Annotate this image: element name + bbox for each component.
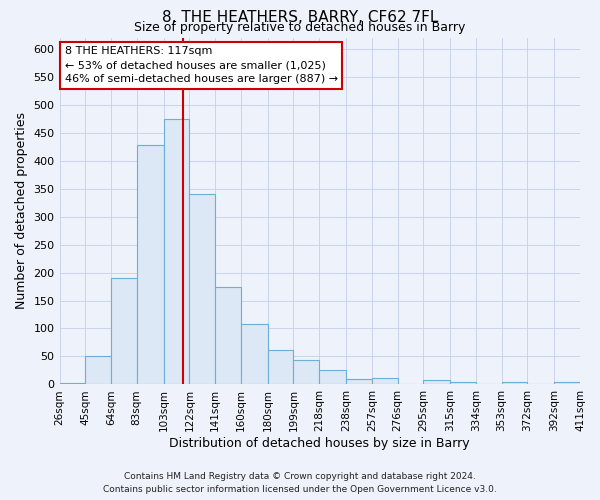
Text: Size of property relative to detached houses in Barry: Size of property relative to detached ho… bbox=[134, 21, 466, 34]
Bar bbox=[59, 383, 85, 384]
Bar bbox=[319, 370, 346, 384]
Text: 8 THE HEATHERS: 117sqm
← 53% of detached houses are smaller (1,025)
46% of semi-: 8 THE HEATHERS: 117sqm ← 53% of detached… bbox=[65, 46, 338, 84]
Y-axis label: Number of detached properties: Number of detached properties bbox=[15, 112, 28, 310]
X-axis label: Distribution of detached houses by size in Barry: Distribution of detached houses by size … bbox=[169, 437, 470, 450]
Text: Contains HM Land Registry data © Crown copyright and database right 2024.
Contai: Contains HM Land Registry data © Crown c… bbox=[103, 472, 497, 494]
Bar bbox=[450, 382, 476, 384]
Bar bbox=[268, 350, 293, 384]
Bar bbox=[293, 360, 319, 384]
Bar bbox=[423, 380, 450, 384]
Bar bbox=[85, 356, 111, 384]
Bar bbox=[137, 145, 164, 384]
Bar bbox=[346, 379, 372, 384]
Bar bbox=[502, 382, 527, 384]
Bar bbox=[554, 382, 580, 384]
Bar bbox=[190, 194, 215, 384]
Bar bbox=[164, 118, 190, 384]
Bar bbox=[111, 278, 137, 384]
Bar bbox=[241, 324, 268, 384]
Text: 8, THE HEATHERS, BARRY, CF62 7FL: 8, THE HEATHERS, BARRY, CF62 7FL bbox=[162, 10, 438, 25]
Bar bbox=[215, 286, 241, 384]
Bar bbox=[372, 378, 398, 384]
